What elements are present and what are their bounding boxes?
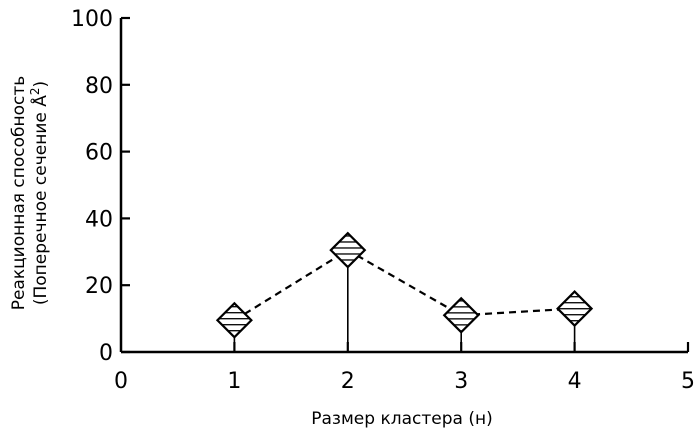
x-tick-label: 5 xyxy=(681,369,695,394)
y-tick-label: 0 xyxy=(99,341,113,366)
y-ticks: 0 20 40 60 80 100 xyxy=(71,7,130,366)
y-tick-label: 80 xyxy=(85,74,113,99)
x-tick-label: 3 xyxy=(454,369,468,394)
y-tick-label: 100 xyxy=(71,7,113,32)
x-tick-label: 1 xyxy=(227,369,241,394)
y-axis-title-superscript: 2 xyxy=(28,87,42,95)
series-group xyxy=(215,231,594,344)
x-tick-label: 2 xyxy=(341,369,355,394)
axes xyxy=(119,18,688,354)
data-point-marker xyxy=(215,301,253,339)
y-axis-title-line-2-suffix: ) xyxy=(31,81,51,88)
x-tick-label: 4 xyxy=(568,369,582,394)
y-axis-title-line-1: Реакционная способность xyxy=(9,76,29,311)
y-tick-label: 40 xyxy=(85,207,113,232)
x-tick-label: 0 xyxy=(114,369,128,394)
data-point-marker xyxy=(442,296,480,334)
data-point-marker xyxy=(556,290,594,328)
x-axis-title: Размер кластера (н) xyxy=(311,409,492,429)
y-axis-title: Реакционная способность (Поперечное сече… xyxy=(9,76,51,311)
y-tick-label: 20 xyxy=(85,274,113,299)
y-axis-title-line-2-prefix: (Поперечное сечение Å xyxy=(29,95,51,305)
y-tick-label: 60 xyxy=(85,141,113,166)
data-point-marker xyxy=(329,231,367,269)
series-line xyxy=(233,248,575,322)
y-axis-title-line-2: (Поперечное сечение Å2) xyxy=(28,81,51,305)
x-ticks: 0 1 2 3 4 5 xyxy=(114,342,695,394)
